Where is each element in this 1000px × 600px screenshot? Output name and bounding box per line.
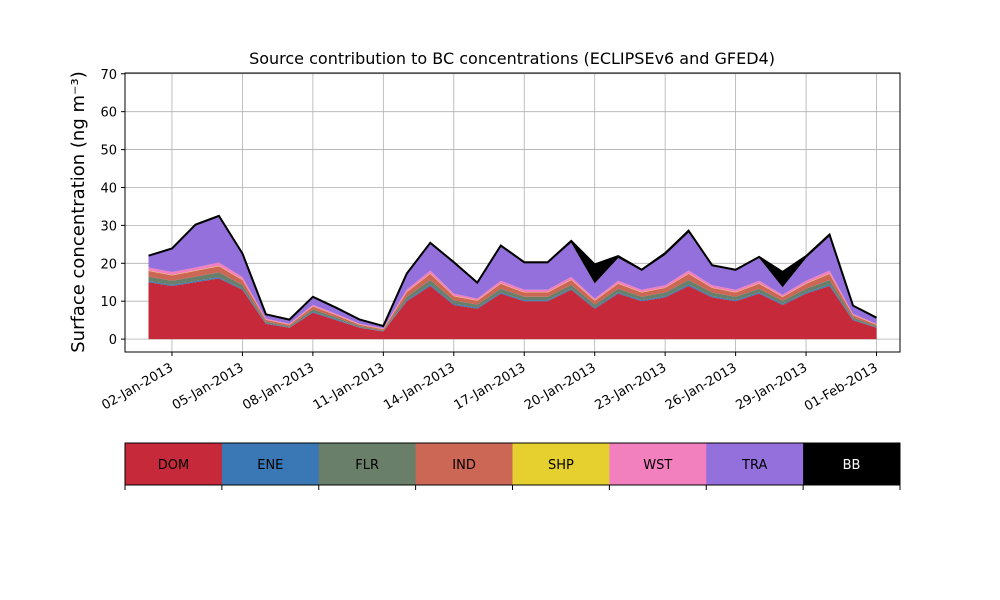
legend-label: DOM [158, 458, 189, 473]
legend-label: TRA [741, 458, 767, 473]
x-tick-label: 29-Jan-2013 [733, 360, 810, 413]
legend-swatch-ene [221, 443, 320, 485]
x-tick-label: 17-Jan-2013 [452, 360, 529, 413]
legend-swatch-wst [609, 443, 707, 485]
area-ene [148, 277, 877, 332]
area-flr [148, 272, 877, 332]
legend-swatch-shp [512, 443, 610, 485]
legend-label: ENE [257, 458, 283, 473]
chart-title: Source contribution to BC concentrations… [249, 49, 775, 68]
y-axis-ticks: 0 10 20 30 40 50 60 70 [100, 68, 125, 348]
x-tick-label: 20-Jan-2013 [522, 360, 599, 413]
area-dom [148, 278, 877, 340]
legend-label: BB [843, 458, 861, 473]
legend-swatch-ind [415, 443, 513, 485]
x-tick-label: 01-Feb-2013 [802, 360, 881, 414]
x-tick-label: 02-Jan-2013 [99, 360, 176, 413]
y-tick-label: 20 [100, 257, 117, 272]
legend: DOM ENE FLR IND SHP WST TRA BB [124, 442, 901, 490]
y-axis-label: Surface concentration (ng m⁻³) [68, 71, 89, 353]
x-tick-label: 05-Jan-2013 [170, 360, 247, 413]
legend-swatch-dom [125, 443, 223, 485]
area-wst [148, 262, 877, 330]
total-concentration-line [148, 214, 877, 328]
x-tick-label: 23-Jan-2013 [593, 360, 670, 413]
legend-label: FLR [355, 458, 379, 473]
y-tick-label: 30 [100, 219, 117, 234]
y-tick-label: 0 [109, 333, 117, 348]
area-ind [148, 266, 877, 331]
y-tick-label: 50 [100, 144, 117, 159]
legend-label: WST [643, 458, 672, 473]
x-tick-label: 08-Jan-2013 [240, 360, 317, 413]
legend-label: SHP [548, 458, 574, 473]
stacked-areas [148, 215, 877, 340]
x-tick-label: 14-Jan-2013 [381, 360, 458, 413]
legend-swatch-flr [318, 443, 417, 485]
legend-swatch-bb [803, 443, 901, 485]
y-tick-label: 70 [100, 68, 117, 83]
y-tick-label: 60 [100, 106, 117, 121]
plot-frame [124, 72, 901, 353]
x-tick-label: 11-Jan-2013 [311, 360, 388, 413]
legend-label: IND [452, 458, 476, 473]
area-tra [148, 217, 877, 329]
legend-swatch-tra [706, 443, 804, 485]
x-axis-ticks: 02-Jan-201305-Jan-201308-Jan-201311-Jan-… [99, 352, 881, 414]
y-tick-label: 10 [100, 295, 117, 310]
x-tick-label: 26-Jan-2013 [663, 360, 740, 413]
y-tick-label: 40 [100, 181, 117, 196]
